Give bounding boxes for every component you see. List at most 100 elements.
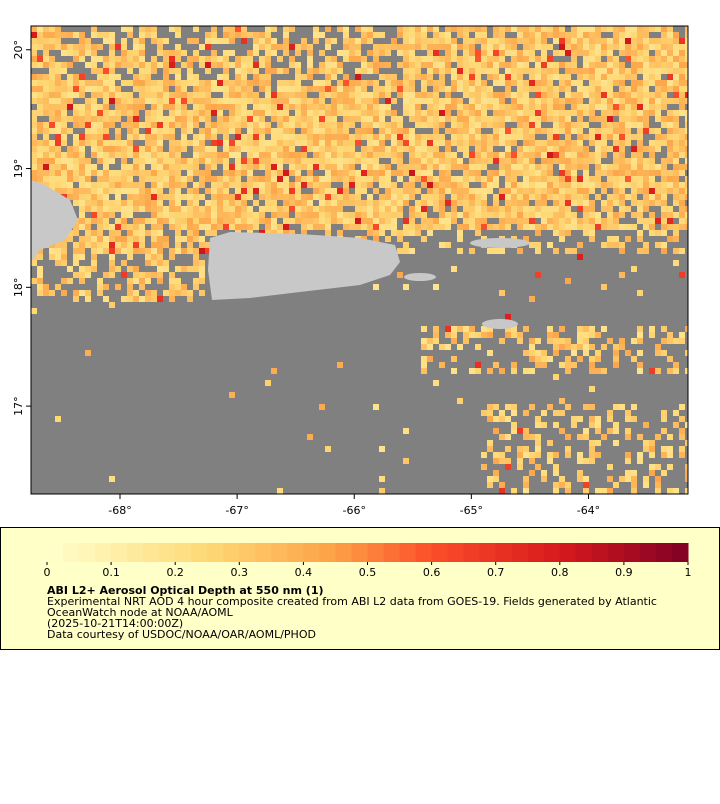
aod-cell — [379, 140, 385, 146]
aod-cell — [319, 92, 325, 98]
aod-cell — [421, 236, 427, 242]
aod-cell — [391, 74, 397, 80]
aod-cell — [307, 116, 313, 122]
aod-cell — [361, 158, 367, 164]
aod-cell — [121, 110, 127, 116]
aod-cell — [613, 200, 619, 206]
aod-cell — [637, 452, 643, 458]
aod-cell — [523, 50, 529, 56]
aod-cell — [613, 194, 619, 200]
aod-cell — [463, 38, 469, 44]
aod-cell — [31, 170, 37, 176]
aod-cell — [589, 152, 595, 158]
aod-cell — [217, 176, 223, 182]
aod-cell — [421, 92, 427, 98]
aod-cell — [625, 26, 631, 32]
aod-cell — [187, 98, 193, 104]
aod-cell — [187, 116, 193, 122]
aod-cell — [85, 206, 91, 212]
aod-cell — [247, 164, 253, 170]
aod-cell — [625, 476, 631, 482]
aod-cell — [103, 224, 109, 230]
aod-cell — [439, 188, 445, 194]
aod-cell — [541, 92, 547, 98]
aod-cell — [349, 194, 355, 200]
aod-cell — [229, 92, 235, 98]
aod-cell — [409, 32, 415, 38]
aod-cell — [55, 254, 61, 260]
aod-cell — [349, 50, 355, 56]
aod-cell — [331, 170, 337, 176]
aod-cell — [175, 152, 181, 158]
aod-cell — [535, 32, 541, 38]
aod-cell — [277, 104, 283, 110]
aod-cell — [649, 128, 655, 134]
colorbar-step — [207, 543, 224, 562]
aod-cell — [355, 194, 361, 200]
aod-cell — [601, 74, 607, 80]
aod-cell — [661, 326, 667, 332]
aod-cell — [499, 74, 505, 80]
aod-cell — [679, 212, 685, 218]
aod-cell — [529, 356, 535, 362]
aod-cell — [559, 44, 565, 50]
aod-cell — [331, 110, 337, 116]
aod-cell — [595, 50, 601, 56]
aod-cell — [217, 122, 223, 128]
aod-cell — [163, 134, 169, 140]
aod-cell — [55, 182, 61, 188]
aod-cell — [145, 32, 151, 38]
aod-cell — [607, 86, 613, 92]
aod-cell — [433, 194, 439, 200]
aod-cell — [379, 476, 385, 482]
aod-cell — [463, 332, 469, 338]
aod-cell — [151, 236, 157, 242]
aod-cell — [73, 152, 79, 158]
aod-cell — [625, 170, 631, 176]
aod-cell — [277, 158, 283, 164]
aod-cell — [85, 122, 91, 128]
aod-cell — [373, 152, 379, 158]
aod-cell — [631, 170, 637, 176]
aod-cell — [133, 44, 139, 50]
aod-cell — [559, 218, 565, 224]
aod-cell — [145, 116, 151, 122]
colorbar-step — [623, 543, 641, 562]
aod-cell — [325, 188, 331, 194]
aod-cell — [103, 284, 109, 290]
aod-cell — [205, 206, 211, 212]
aod-cell — [499, 110, 505, 116]
aod-cell — [283, 206, 289, 212]
aod-cell — [337, 104, 343, 110]
aod-cell — [619, 38, 625, 44]
aod-cell — [127, 104, 133, 110]
aod-cell — [223, 26, 229, 32]
aod-cell — [463, 206, 469, 212]
aod-cell — [451, 68, 457, 74]
aod-cell — [349, 134, 355, 140]
aod-cell — [49, 98, 55, 104]
aod-cell — [583, 104, 589, 110]
aod-cell — [169, 284, 175, 290]
aod-cell — [625, 128, 631, 134]
colorbar-step — [527, 543, 545, 562]
aod-cell — [457, 164, 463, 170]
aod-cell — [67, 50, 73, 56]
aod-cell — [571, 110, 577, 116]
aod-cell — [139, 68, 145, 74]
aod-cell — [55, 158, 61, 164]
aod-cell — [493, 416, 499, 422]
aod-cell — [463, 86, 469, 92]
aod-cell — [67, 32, 73, 38]
aod-cell — [583, 218, 589, 224]
aod-cell — [613, 362, 619, 368]
aod-cell — [253, 68, 259, 74]
aod-cell — [601, 92, 607, 98]
aod-cell — [625, 458, 631, 464]
aod-cell — [175, 236, 181, 242]
aod-cell — [235, 98, 241, 104]
aod-cell — [673, 194, 679, 200]
aod-cell — [637, 86, 643, 92]
aod-cell — [649, 152, 655, 158]
aod-cell — [427, 74, 433, 80]
